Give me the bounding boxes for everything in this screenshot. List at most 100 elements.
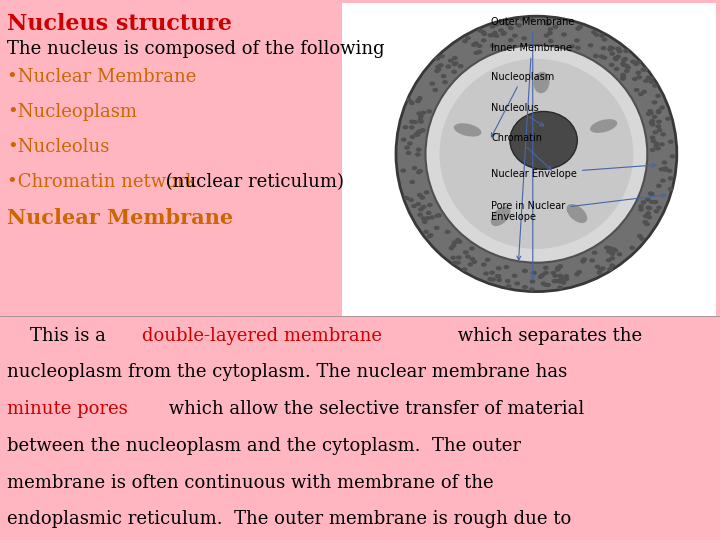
Circle shape — [654, 209, 660, 213]
Circle shape — [638, 204, 644, 208]
Circle shape — [552, 274, 558, 278]
Circle shape — [451, 62, 457, 66]
Circle shape — [451, 70, 457, 74]
Circle shape — [667, 176, 673, 180]
Circle shape — [456, 255, 462, 260]
Circle shape — [418, 114, 424, 119]
Circle shape — [442, 80, 448, 84]
Circle shape — [635, 71, 641, 75]
Circle shape — [630, 59, 636, 64]
Text: This is a: This is a — [7, 327, 112, 345]
Circle shape — [604, 246, 610, 250]
Circle shape — [498, 28, 504, 32]
Circle shape — [514, 281, 520, 286]
Ellipse shape — [396, 16, 677, 292]
Circle shape — [596, 271, 602, 275]
Circle shape — [551, 271, 557, 275]
Circle shape — [465, 254, 471, 259]
Circle shape — [655, 124, 661, 129]
Circle shape — [496, 278, 502, 282]
Circle shape — [495, 274, 501, 278]
Circle shape — [489, 33, 495, 37]
Circle shape — [636, 75, 642, 79]
Circle shape — [577, 24, 583, 29]
Circle shape — [540, 273, 546, 277]
Circle shape — [648, 191, 654, 195]
Circle shape — [462, 267, 467, 272]
Circle shape — [530, 279, 536, 284]
Text: double-layered membrane: double-layered membrane — [142, 327, 382, 345]
Circle shape — [455, 238, 461, 242]
Circle shape — [662, 166, 668, 171]
Circle shape — [652, 84, 658, 88]
Circle shape — [434, 226, 440, 230]
Circle shape — [613, 56, 618, 60]
Circle shape — [494, 33, 500, 38]
Circle shape — [418, 119, 424, 124]
Circle shape — [469, 246, 475, 251]
Circle shape — [481, 38, 487, 43]
Circle shape — [667, 168, 672, 173]
Circle shape — [400, 168, 406, 173]
Circle shape — [600, 266, 606, 271]
Circle shape — [417, 130, 423, 134]
Circle shape — [659, 142, 665, 146]
Circle shape — [469, 257, 475, 261]
Circle shape — [441, 74, 446, 78]
Circle shape — [404, 145, 410, 150]
Circle shape — [500, 32, 506, 36]
Circle shape — [616, 46, 621, 51]
Circle shape — [647, 215, 652, 219]
Circle shape — [471, 43, 477, 47]
Circle shape — [555, 267, 561, 272]
Circle shape — [660, 178, 666, 183]
Circle shape — [613, 248, 618, 253]
Circle shape — [609, 264, 615, 268]
Circle shape — [621, 75, 626, 79]
Circle shape — [656, 109, 662, 113]
Circle shape — [482, 32, 487, 36]
Circle shape — [435, 65, 441, 69]
Circle shape — [420, 111, 426, 115]
Circle shape — [420, 205, 426, 209]
Circle shape — [412, 120, 418, 124]
Circle shape — [490, 44, 495, 48]
Circle shape — [425, 216, 431, 220]
Circle shape — [433, 87, 438, 92]
Text: (nuclear reticulum): (nuclear reticulum) — [160, 173, 344, 191]
Circle shape — [622, 57, 628, 61]
Circle shape — [543, 283, 549, 287]
Circle shape — [418, 169, 423, 173]
Circle shape — [473, 51, 479, 55]
Circle shape — [548, 39, 554, 43]
Circle shape — [649, 123, 655, 127]
Circle shape — [490, 271, 495, 275]
Circle shape — [450, 255, 456, 260]
Circle shape — [426, 109, 432, 113]
Circle shape — [436, 67, 441, 71]
Circle shape — [645, 211, 651, 215]
Ellipse shape — [426, 45, 647, 262]
Circle shape — [417, 193, 423, 197]
Text: which allow the selective transfer of material: which allow the selective transfer of ma… — [163, 400, 584, 418]
Circle shape — [492, 31, 498, 35]
Circle shape — [477, 29, 483, 33]
Circle shape — [574, 272, 580, 276]
Circle shape — [662, 167, 668, 172]
Circle shape — [656, 184, 662, 188]
Ellipse shape — [567, 204, 588, 223]
Text: Chromatin: Chromatin — [491, 133, 552, 170]
Circle shape — [455, 260, 461, 265]
Circle shape — [557, 286, 563, 290]
Circle shape — [415, 202, 421, 206]
Circle shape — [505, 279, 510, 283]
Circle shape — [417, 213, 423, 217]
Circle shape — [580, 259, 586, 264]
Text: membrane is often continuous with membrane of the: membrane is often continuous with membra… — [7, 474, 494, 491]
Circle shape — [414, 132, 420, 136]
Circle shape — [615, 55, 621, 59]
Circle shape — [416, 170, 422, 174]
Circle shape — [508, 38, 513, 42]
Circle shape — [420, 128, 426, 132]
Circle shape — [538, 275, 544, 279]
